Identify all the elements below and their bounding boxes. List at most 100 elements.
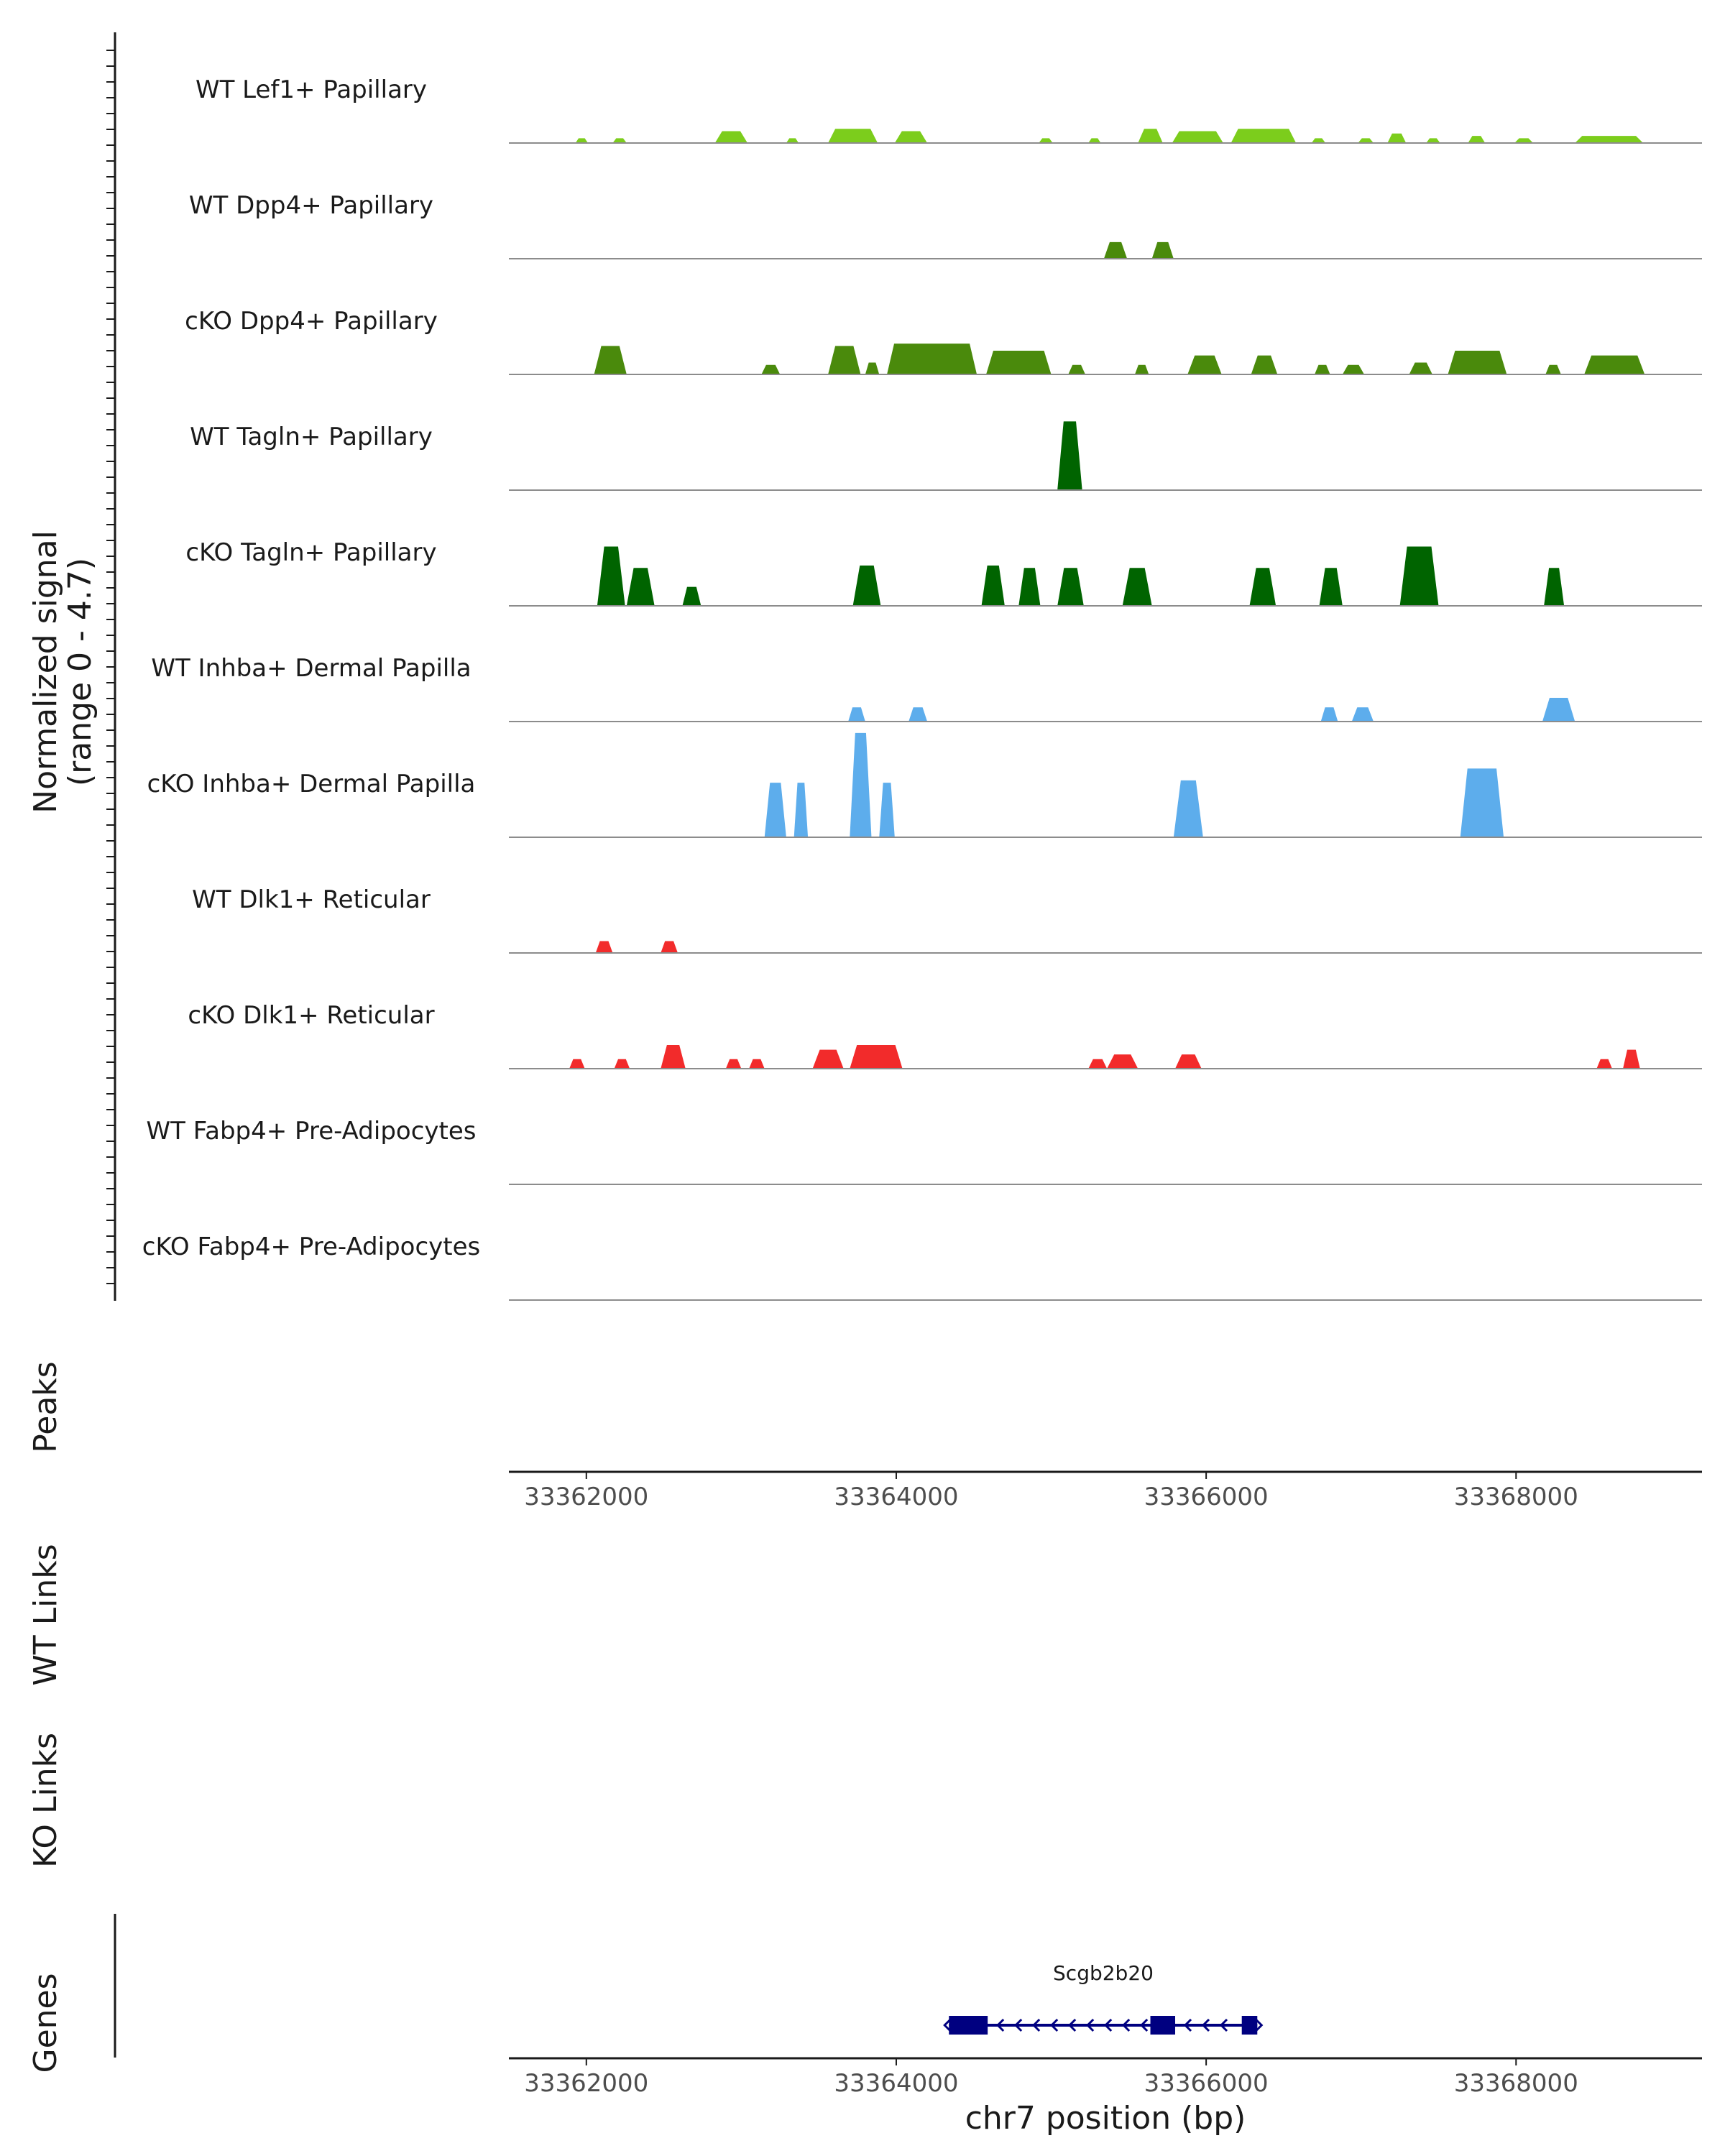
gene-exon bbox=[1150, 2016, 1176, 2035]
coverage-peak bbox=[1057, 421, 1082, 490]
coverage-peak bbox=[1315, 364, 1330, 374]
coverage-peak bbox=[879, 783, 895, 837]
coverage-peak bbox=[1311, 138, 1326, 143]
genes-panel-title: Genes bbox=[27, 1973, 64, 2073]
coverage-peak bbox=[1320, 707, 1338, 722]
x-tick-label: 33366000 bbox=[1144, 1483, 1269, 1511]
strand-arrow bbox=[1219, 2018, 1228, 2032]
coverage-peak bbox=[1623, 1049, 1640, 1069]
strand-arrow bbox=[1032, 2018, 1041, 2032]
coverage-peak bbox=[1057, 568, 1084, 606]
coverage-peak bbox=[614, 1059, 630, 1069]
gene-label: Scgb2b20 bbox=[1053, 1961, 1154, 1985]
coverage-peak bbox=[1122, 568, 1152, 606]
coverage-peak bbox=[597, 546, 625, 606]
coverage-peak bbox=[1134, 364, 1149, 374]
coverage-peak bbox=[1468, 136, 1486, 143]
coverage-peak bbox=[981, 565, 1005, 606]
coverage-peak bbox=[828, 129, 878, 143]
coverage-peak bbox=[1460, 768, 1504, 837]
coverage-peak bbox=[850, 1045, 903, 1069]
x-tick-label: 33368000 bbox=[1454, 1483, 1578, 1511]
coverage-ylabel-line1: Normalized signal bbox=[27, 530, 64, 814]
strand-arrow bbox=[1086, 2018, 1095, 2032]
x-tick-label: 33366000 bbox=[1144, 2069, 1269, 2098]
strand-arrow bbox=[1104, 2018, 1113, 2032]
coverage-peak bbox=[1544, 568, 1565, 606]
coverage-peak bbox=[595, 941, 613, 953]
coverage-peak bbox=[1387, 133, 1407, 143]
coverage-peak bbox=[848, 707, 865, 722]
coverage-peak bbox=[1251, 355, 1278, 374]
coverage-peak bbox=[828, 346, 861, 374]
coverage-peak bbox=[986, 351, 1052, 374]
coverage-peak bbox=[661, 941, 678, 953]
coverage-peak bbox=[1103, 241, 1128, 259]
coverage-peak bbox=[894, 131, 928, 143]
coverage-peak bbox=[908, 707, 928, 722]
coverage-peak bbox=[725, 1059, 742, 1069]
strand-arrow bbox=[1068, 2018, 1077, 2032]
coverage-peak bbox=[1351, 707, 1374, 722]
genes-x-ticks: 33362000 33364000 33366000 33368000 bbox=[524, 2058, 1578, 2098]
coverage-peak bbox=[1584, 355, 1645, 374]
track-label: cKO Dlk1+ Reticular bbox=[188, 1001, 434, 1030]
x-tick-label: 33364000 bbox=[834, 2069, 958, 2098]
coverage-peak bbox=[1107, 1054, 1138, 1069]
strand-arrow bbox=[1140, 2018, 1149, 2032]
coverage-peak bbox=[1514, 138, 1534, 143]
gene-model bbox=[943, 2016, 1264, 2035]
peaks-panel-title: Peaks bbox=[27, 1361, 64, 1452]
x-tick-label: 33362000 bbox=[524, 2069, 648, 2098]
strand-arrow bbox=[1183, 2018, 1192, 2032]
coverage-peak bbox=[661, 1045, 686, 1069]
coverage-peak bbox=[1426, 138, 1440, 143]
coverage-peak bbox=[1358, 138, 1374, 143]
coverage-peak bbox=[1342, 364, 1365, 374]
coverage-peak bbox=[626, 568, 655, 606]
coverage-peak bbox=[812, 1049, 844, 1069]
strand-arrow bbox=[1050, 2018, 1059, 2032]
strand-arrow bbox=[996, 2018, 1005, 2032]
track-label: cKO Inhba+ Dermal Papilla bbox=[147, 770, 476, 798]
coverage-peak bbox=[794, 783, 809, 837]
strand-arrow bbox=[1255, 2018, 1264, 2032]
coverage-peak bbox=[852, 565, 881, 606]
coverage-peak bbox=[682, 586, 702, 606]
strand-arrow bbox=[1014, 2018, 1023, 2032]
coverage-peak bbox=[1039, 138, 1053, 143]
coverage-peak bbox=[594, 346, 627, 374]
coverage-peak bbox=[1172, 131, 1223, 143]
coverage-peak bbox=[1249, 568, 1276, 606]
coverage-y-ticks bbox=[106, 50, 115, 1284]
coverage-peak bbox=[764, 783, 786, 837]
coverage-peak bbox=[1018, 568, 1041, 606]
gene-exon bbox=[1241, 2016, 1258, 2035]
track-label: cKO Dpp4+ Papillary bbox=[185, 307, 438, 336]
coverage-peak bbox=[1545, 364, 1561, 374]
coverage-ylabel-line2: (range 0 - 4.7) bbox=[62, 558, 98, 786]
track-label: cKO Tagln+ Papillary bbox=[185, 538, 436, 567]
strand-arrow bbox=[1201, 2018, 1210, 2032]
coverage-peak bbox=[1138, 129, 1163, 143]
ko-links-panel-title: KO Links bbox=[27, 1733, 64, 1868]
coverage-peak bbox=[1319, 568, 1343, 606]
coverage-peak bbox=[1596, 1059, 1612, 1069]
coverage-peak bbox=[1409, 362, 1432, 374]
coverage-peak bbox=[1399, 546, 1439, 606]
track-label: WT Lef1+ Papillary bbox=[196, 75, 427, 104]
coverage-peak bbox=[1088, 138, 1101, 143]
coverage-peak bbox=[1088, 1059, 1108, 1069]
x-tick-label: 33368000 bbox=[1454, 2069, 1578, 2098]
coverage-peak bbox=[714, 131, 748, 143]
peaks-x-ticks: 33362000 33364000 33366000 33368000 bbox=[524, 1472, 1578, 1511]
wt-links-panel-title: WT Links bbox=[27, 1544, 64, 1685]
track-label: WT Dpp4+ Papillary bbox=[189, 191, 433, 220]
coverage-peak bbox=[1151, 241, 1174, 259]
track-label: cKO Fabp4+ Pre-Adipocytes bbox=[142, 1233, 481, 1261]
coverage-peak bbox=[1068, 364, 1085, 374]
track-label: WT Inhba+ Dermal Papilla bbox=[151, 654, 471, 683]
coverage-peak bbox=[761, 364, 781, 374]
coverage-peak bbox=[850, 732, 872, 837]
